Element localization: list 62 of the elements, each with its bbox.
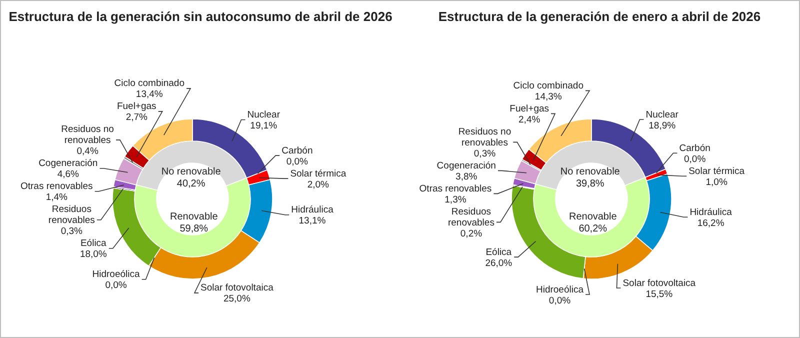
data-label: 18,0% (80, 249, 108, 260)
slice-label: Solar térmica (688, 166, 746, 177)
data-label: 13,4% (136, 89, 164, 100)
text: 0,0% (548, 295, 571, 306)
slice-label: Renovable (170, 211, 218, 222)
data-label: 1,4% (46, 192, 68, 204)
slice-label: Residuos no renovables (61, 124, 114, 146)
slice-label: Residuos no renovables (458, 126, 512, 148)
data-label: 3,8% (456, 171, 478, 182)
slice-label: Solar térmica (290, 168, 347, 180)
slice-label: Fuel+gas (116, 101, 157, 112)
data-label: 1,3% (444, 194, 467, 206)
data-label: 25,0% (223, 294, 251, 305)
slice-label: Cogeneración (38, 158, 98, 170)
slice-label: No renovable (560, 166, 620, 178)
slice-label: Fuel+gas (510, 104, 550, 114)
data-label: 2,0% (307, 179, 330, 190)
slice-label: Ciclo combinado (513, 80, 584, 92)
slice-label: Otras renovables (419, 183, 492, 194)
category-label: Carbón (282, 145, 313, 156)
data-label: 2,7% (126, 112, 148, 124)
data-label: 26,0% (485, 258, 513, 269)
data-label: 0,3% (474, 148, 496, 160)
text: 0,0% (286, 156, 308, 168)
slice-label: Cogeneración (436, 160, 496, 172)
slice-label: Residuos renovables (48, 204, 96, 226)
data-label: 59,8% (180, 223, 208, 234)
slice-label: Renovable (568, 211, 618, 222)
data-label: 14,3% (534, 92, 562, 103)
data-label: 0,2% (460, 228, 483, 240)
slice-label: Solar fotovoltaica (200, 282, 274, 294)
category-label: Carbón (679, 142, 710, 154)
data-label: 1,0% (706, 176, 728, 188)
slice-label: Ciclo combinado (114, 78, 184, 90)
slice-label: Solar fotovoltaica (622, 278, 696, 289)
data-label: 15,5% (646, 288, 674, 300)
data-label: 40,2% (176, 178, 206, 190)
data-label: 4,6% (57, 169, 80, 180)
data-label: 18,9% (648, 120, 676, 132)
data-label: 0,3% (60, 226, 84, 238)
slice-label: Otras renovables (20, 181, 94, 192)
data-label: 39,8% (576, 178, 604, 190)
slice-label: Hidráulica (291, 204, 334, 216)
data-label: 13,1% (298, 216, 326, 227)
slice-label: Eólica (486, 246, 512, 258)
slice-label: Nuclear (646, 109, 678, 120)
chart-title: Estructura de la generación de enero a abril de 2026 (438, 9, 761, 24)
data-label: 16,2% (697, 218, 725, 229)
legend-label: Hidroeólica (92, 269, 140, 280)
slice-label: Eólica (80, 238, 108, 250)
text: 0,0% (105, 280, 127, 292)
data-label: 60,2% (578, 223, 608, 234)
data-label: 0,4% (76, 146, 99, 158)
data-label: 19,1% (250, 120, 278, 132)
slice-label: Hidráulica (690, 206, 733, 218)
text: 0,0% (684, 154, 706, 165)
chart-title: Estructura de la generación sin autoconsumo de abril de 2026 (8, 9, 392, 24)
data-label: 2,4% (518, 114, 541, 126)
slice-label: Residuos renovables (448, 206, 495, 228)
slice-label: Nuclear (247, 110, 280, 121)
legend-label: Hidroeólica (536, 284, 584, 296)
slice-label: No renovable (161, 166, 222, 178)
